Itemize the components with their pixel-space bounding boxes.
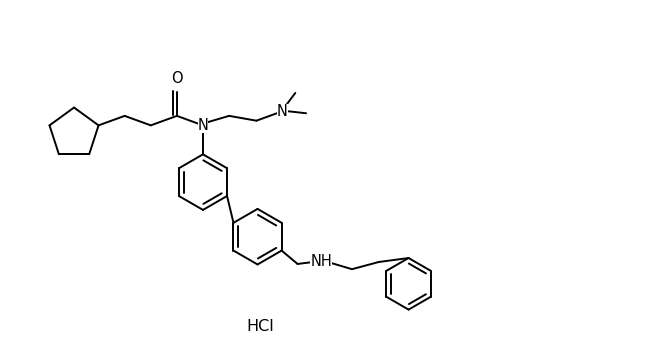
Text: HCl: HCl: [247, 319, 275, 334]
Text: O: O: [171, 71, 183, 86]
Text: N: N: [277, 104, 288, 119]
Text: N: N: [197, 118, 209, 133]
Text: NH: NH: [310, 255, 332, 269]
